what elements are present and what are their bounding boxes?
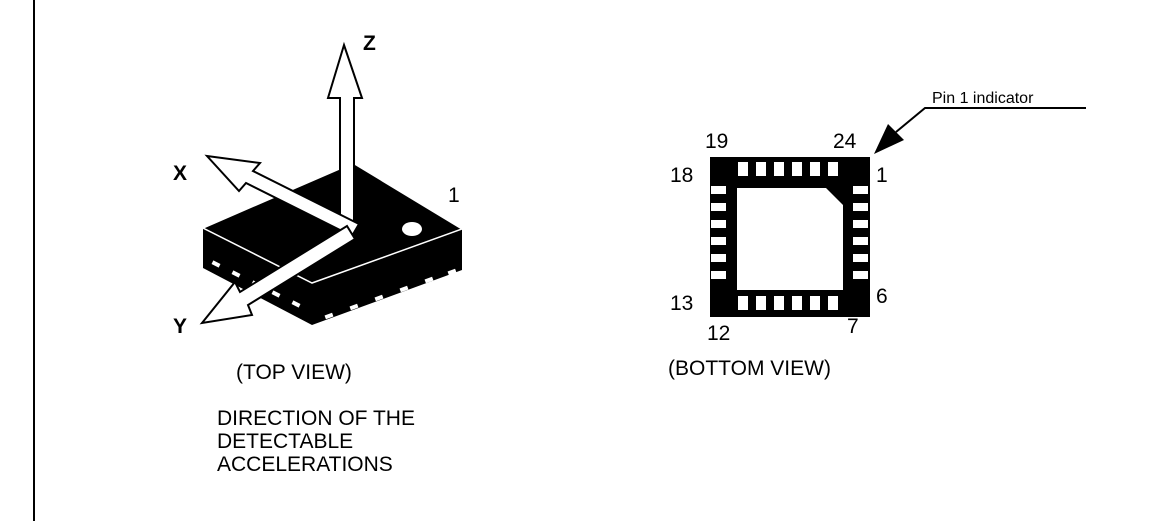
y-axis-label: Y — [173, 315, 187, 338]
pin1-indicator-arrowhead — [874, 124, 904, 154]
left-column-pads — [711, 186, 726, 279]
top-row-pads — [738, 162, 838, 176]
top-pin1-label: 1 — [448, 184, 460, 207]
pin-number-1: 1 — [876, 164, 888, 187]
top-view-chip — [199, 41, 464, 325]
pin1-dot — [402, 222, 422, 236]
right-column-pads — [853, 186, 868, 279]
x-axis-arrow — [204, 154, 361, 238]
pin-number-13: 13 — [670, 292, 693, 315]
z-axis-label: Z — [363, 32, 376, 55]
x-axis-label: X — [173, 162, 187, 185]
description-line-2: DETECTABLE — [217, 430, 353, 453]
exposed-pad — [737, 188, 843, 290]
bottom-view-package — [710, 157, 870, 317]
bottom-row-pads — [738, 296, 838, 310]
pin-number-12: 12 — [707, 322, 730, 345]
chip-right-side — [312, 229, 462, 325]
pin-number-24: 24 — [833, 130, 857, 153]
pin-number-7: 7 — [847, 315, 859, 338]
pin-number-6: 6 — [876, 285, 888, 308]
bottom-view-caption: (BOTTOM VIEW) — [668, 357, 831, 380]
pin-number-19: 19 — [705, 130, 728, 153]
description-line-3: ACCELERATIONS — [217, 453, 393, 476]
pin1-indicator-leader — [895, 107, 1086, 133]
chip-left-side — [203, 228, 312, 325]
y-axis-arrow — [199, 224, 357, 325]
pin1-indicator-label: Pin 1 indicator — [932, 90, 1034, 107]
top-view-caption: (TOP VIEW) — [236, 361, 352, 384]
pin-number-18: 18 — [670, 164, 693, 187]
description-line-1: DIRECTION OF THE — [217, 407, 415, 430]
